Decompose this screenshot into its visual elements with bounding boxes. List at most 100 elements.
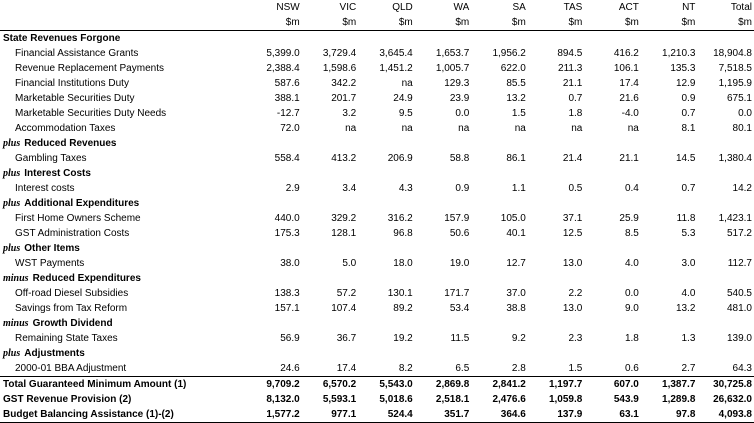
value-cell-act: 21.6 [619, 93, 639, 104]
value-cell-total: 540.5 [726, 288, 752, 299]
section-header-row: plus Interest Costs [0, 166, 754, 181]
value-cell-wa: 1,653.7 [435, 48, 470, 59]
value-cell-vic: 5,593.1 [322, 394, 357, 405]
table-body: State Revenues Forgone Financial Assistan… [0, 31, 754, 423]
value-cell-sa: 13.2 [506, 93, 526, 104]
column-header-act: ACT [618, 2, 639, 13]
value-cell-act: 25.9 [619, 213, 639, 224]
row-label: Accommodation Taxes [15, 123, 116, 134]
section-title: State Revenues Forgone [0, 31, 245, 47]
empty-cell [302, 196, 359, 211]
value-cell-qld: 1,451.2 [379, 63, 413, 74]
value-cell-nsw: 72.0 [280, 123, 300, 134]
empty-cell [584, 316, 641, 331]
value-cell-qld: 19.2 [393, 333, 413, 344]
empty-cell [302, 346, 359, 361]
section-label: Other Items [24, 243, 80, 254]
table-row: Accommodation Taxes 72.0 na na na na na na 8.1 80… [0, 121, 754, 136]
value-cell-sa: 2,841.2 [471, 376, 528, 392]
row-label: Total Guaranteed Minimum Amount (1) [0, 376, 246, 392]
value-cell-nt: 0.7 [681, 108, 696, 119]
value-cell-tas: 1.8 [568, 108, 583, 119]
value-cell-nsw: 24.6 [280, 363, 300, 374]
value-cell-act: 1.8 [624, 333, 639, 344]
value-cell-nt: 13.2 [675, 303, 696, 314]
value-cell-vic: 6,570.2 [301, 376, 359, 392]
value-cell-sa: na [514, 123, 526, 134]
section-prefix: plus [3, 168, 21, 179]
section-header-row: minus Growth Dividend [0, 316, 754, 331]
unit-label: $m [358, 15, 415, 31]
value-cell-wa: 157.9 [444, 213, 470, 224]
value-cell-act: 106.1 [613, 63, 639, 74]
empty-cell [415, 166, 472, 181]
value-cell-nt: 1,289.8 [662, 394, 696, 405]
row-label: Off-road Diesel Subsidies [15, 288, 129, 299]
value-cell-total: 1,423.1 [718, 213, 752, 224]
value-cell-act: -4.0 [621, 108, 639, 119]
empty-cell [302, 316, 359, 331]
value-cell-vic: 128.1 [331, 228, 357, 239]
value-cell-act: 416.2 [613, 48, 639, 59]
empty-cell [528, 196, 585, 211]
empty-cell [358, 346, 415, 361]
row-label: Financial Institutions Duty [15, 78, 129, 89]
value-cell-sa: 1.5 [511, 108, 526, 119]
empty-cell [358, 166, 415, 181]
value-cell-qld: 5,018.6 [379, 394, 413, 405]
value-cell-nt: 0.7 [681, 183, 696, 194]
row-label: First Home Owners Scheme [15, 213, 141, 224]
value-cell-vic: 3,729.4 [322, 48, 357, 59]
value-cell-nsw: 175.3 [274, 228, 300, 239]
value-cell-nsw: 388.1 [274, 93, 300, 104]
empty-cell [584, 166, 641, 181]
value-cell-total: 80.1 [732, 123, 752, 134]
value-cell-nt: 1,210.3 [662, 48, 696, 59]
empty-cell [415, 196, 472, 211]
value-cell-nsw: 440.0 [274, 213, 300, 224]
value-cell-qld: 96.8 [393, 228, 413, 239]
total-row: GST Revenue Provision (2) 8,132.0 5,593.1 5… [0, 392, 754, 407]
empty-cell [641, 241, 698, 256]
empty-cell [641, 31, 698, 47]
value-cell-act: 9.0 [624, 303, 639, 314]
value-cell-sa: 2.8 [511, 363, 526, 374]
section-header-row: plus Additional Expenditures [0, 196, 754, 211]
empty-cell [415, 316, 472, 331]
empty-cell [415, 31, 472, 47]
empty-cell [245, 316, 302, 331]
value-cell-tas: 2.3 [568, 333, 583, 344]
empty-cell [302, 271, 359, 286]
value-cell-nt: 1,387.7 [640, 376, 698, 392]
value-cell-wa: 1,005.7 [435, 63, 470, 74]
value-cell-wa: 351.7 [414, 407, 472, 423]
value-cell-sa: 622.0 [500, 63, 526, 74]
value-cell-total: 64.3 [732, 363, 752, 374]
value-cell-total: 0.0 [738, 108, 752, 119]
value-cell-wa: 2,869.8 [414, 376, 472, 392]
empty-cell [358, 271, 415, 286]
row-label: GST Administration Costs [15, 228, 130, 239]
value-cell-total: 26,632.0 [713, 394, 752, 405]
value-cell-nsw: 587.6 [274, 78, 300, 89]
table-row: Remaining State Taxes 56.9 36.7 19.2 11.5 9.2… [0, 331, 754, 346]
value-cell-qld: na [401, 123, 413, 134]
value-cell-vic: 5.0 [342, 258, 357, 269]
section-label: Adjustments [24, 348, 85, 359]
value-cell-tas: 1,059.8 [548, 394, 583, 405]
value-cell-act: na [627, 123, 639, 134]
value-cell-tas: 0.5 [568, 183, 583, 194]
value-cell-qld: 24.9 [393, 93, 413, 104]
row-label: GST Revenue Provision (2) [3, 394, 132, 405]
table-row: 2000-01 BBA Adjustment 24.6 17.4 8.2 6.5 2.8 1… [0, 361, 754, 377]
value-cell-qld: 130.1 [387, 288, 413, 299]
section-label: Reduced Revenues [24, 138, 117, 149]
empty-cell [471, 346, 528, 361]
table-row: First Home Owners Scheme 440.0 329.2 316.2 1… [0, 211, 754, 226]
value-cell-tas: 21.4 [562, 153, 583, 164]
value-cell-act: 63.1 [584, 407, 641, 423]
value-cell-total: 7,518.5 [718, 63, 752, 74]
value-cell-nsw: 38.0 [280, 258, 300, 269]
empty-cell [641, 316, 698, 331]
value-cell-total: 517.2 [726, 228, 752, 239]
